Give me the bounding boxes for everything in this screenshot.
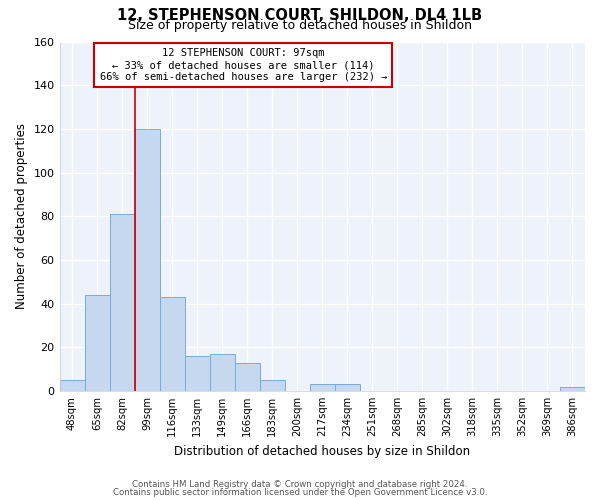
Bar: [134, 129, 160, 391]
Bar: [310, 384, 335, 391]
Y-axis label: Number of detached properties: Number of detached properties: [15, 123, 28, 309]
Bar: [185, 356, 209, 391]
Bar: [59, 380, 85, 391]
Text: 12, STEPHENSON COURT, SHILDON, DL4 1LB: 12, STEPHENSON COURT, SHILDON, DL4 1LB: [118, 8, 482, 22]
Bar: [235, 362, 260, 391]
Bar: [560, 386, 585, 391]
Text: Size of property relative to detached houses in Shildon: Size of property relative to detached ho…: [128, 19, 472, 32]
Bar: [335, 384, 360, 391]
X-axis label: Distribution of detached houses by size in Shildon: Distribution of detached houses by size …: [174, 444, 470, 458]
Text: 12 STEPHENSON COURT: 97sqm
← 33% of detached houses are smaller (114)
66% of sem: 12 STEPHENSON COURT: 97sqm ← 33% of deta…: [100, 48, 387, 82]
Text: Contains public sector information licensed under the Open Government Licence v3: Contains public sector information licen…: [113, 488, 487, 497]
Bar: [160, 297, 185, 391]
Bar: [85, 295, 110, 391]
Text: Contains HM Land Registry data © Crown copyright and database right 2024.: Contains HM Land Registry data © Crown c…: [132, 480, 468, 489]
Bar: [209, 354, 235, 391]
Bar: [110, 214, 134, 391]
Bar: [260, 380, 285, 391]
